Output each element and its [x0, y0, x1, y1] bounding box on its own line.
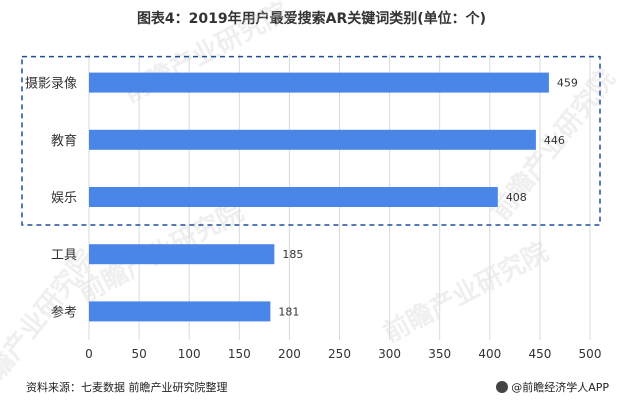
labels-layer: 摄影录像 459 教育 446 娱乐 408 工具 185 参考 181 — [25, 77, 578, 321]
category-label: 摄影录像 — [25, 77, 77, 92]
highlight-box — [21, 55, 601, 226]
bars-layer — [89, 72, 549, 322]
value-label: 185 — [282, 248, 303, 261]
bar — [89, 244, 275, 265]
value-label: 446 — [544, 134, 565, 147]
watermark-text: 前瞻产业研究院 — [378, 236, 553, 349]
x-tick-label: 50 — [131, 347, 146, 361]
x-tick-label: 350 — [428, 347, 451, 361]
x-tick-label: 0 — [85, 347, 93, 361]
bar — [89, 187, 498, 207]
value-label: 459 — [557, 77, 578, 90]
x-tick-label: 250 — [328, 347, 351, 361]
category-label: 教育 — [51, 133, 77, 149]
x-tick-label: 400 — [478, 347, 501, 361]
x-tick-label: 200 — [278, 347, 301, 361]
x-tick-label: 300 — [378, 347, 401, 361]
x-axis-ticks: 0 50 100 150 200 250 300 350 400 450 500 — [85, 347, 601, 361]
category-label: 参考 — [51, 304, 77, 320]
category-label: 工具 — [51, 248, 77, 263]
x-tick-label: 100 — [178, 347, 201, 361]
brand-logo-icon — [496, 381, 509, 393]
x-tick-label: 150 — [228, 347, 251, 361]
bar — [89, 301, 271, 322]
category-label: 娱乐 — [51, 191, 77, 206]
bar — [89, 129, 536, 150]
value-label: 181 — [278, 305, 299, 318]
x-tick-label: 450 — [528, 347, 551, 361]
credit-note: @前瞻经济学人APP — [496, 379, 609, 395]
bar — [89, 72, 549, 93]
chart-title: 图表4：2019年用户最爱搜索AR关键词类别(单位：个) — [136, 11, 487, 27]
x-tick-label: 500 — [579, 347, 602, 361]
source-note: 资料来源：七麦数据 前瞻产业研究院整理 — [26, 381, 228, 394]
value-label: 408 — [506, 191, 527, 204]
credit-text: @前瞻经济学人APP — [511, 381, 609, 394]
